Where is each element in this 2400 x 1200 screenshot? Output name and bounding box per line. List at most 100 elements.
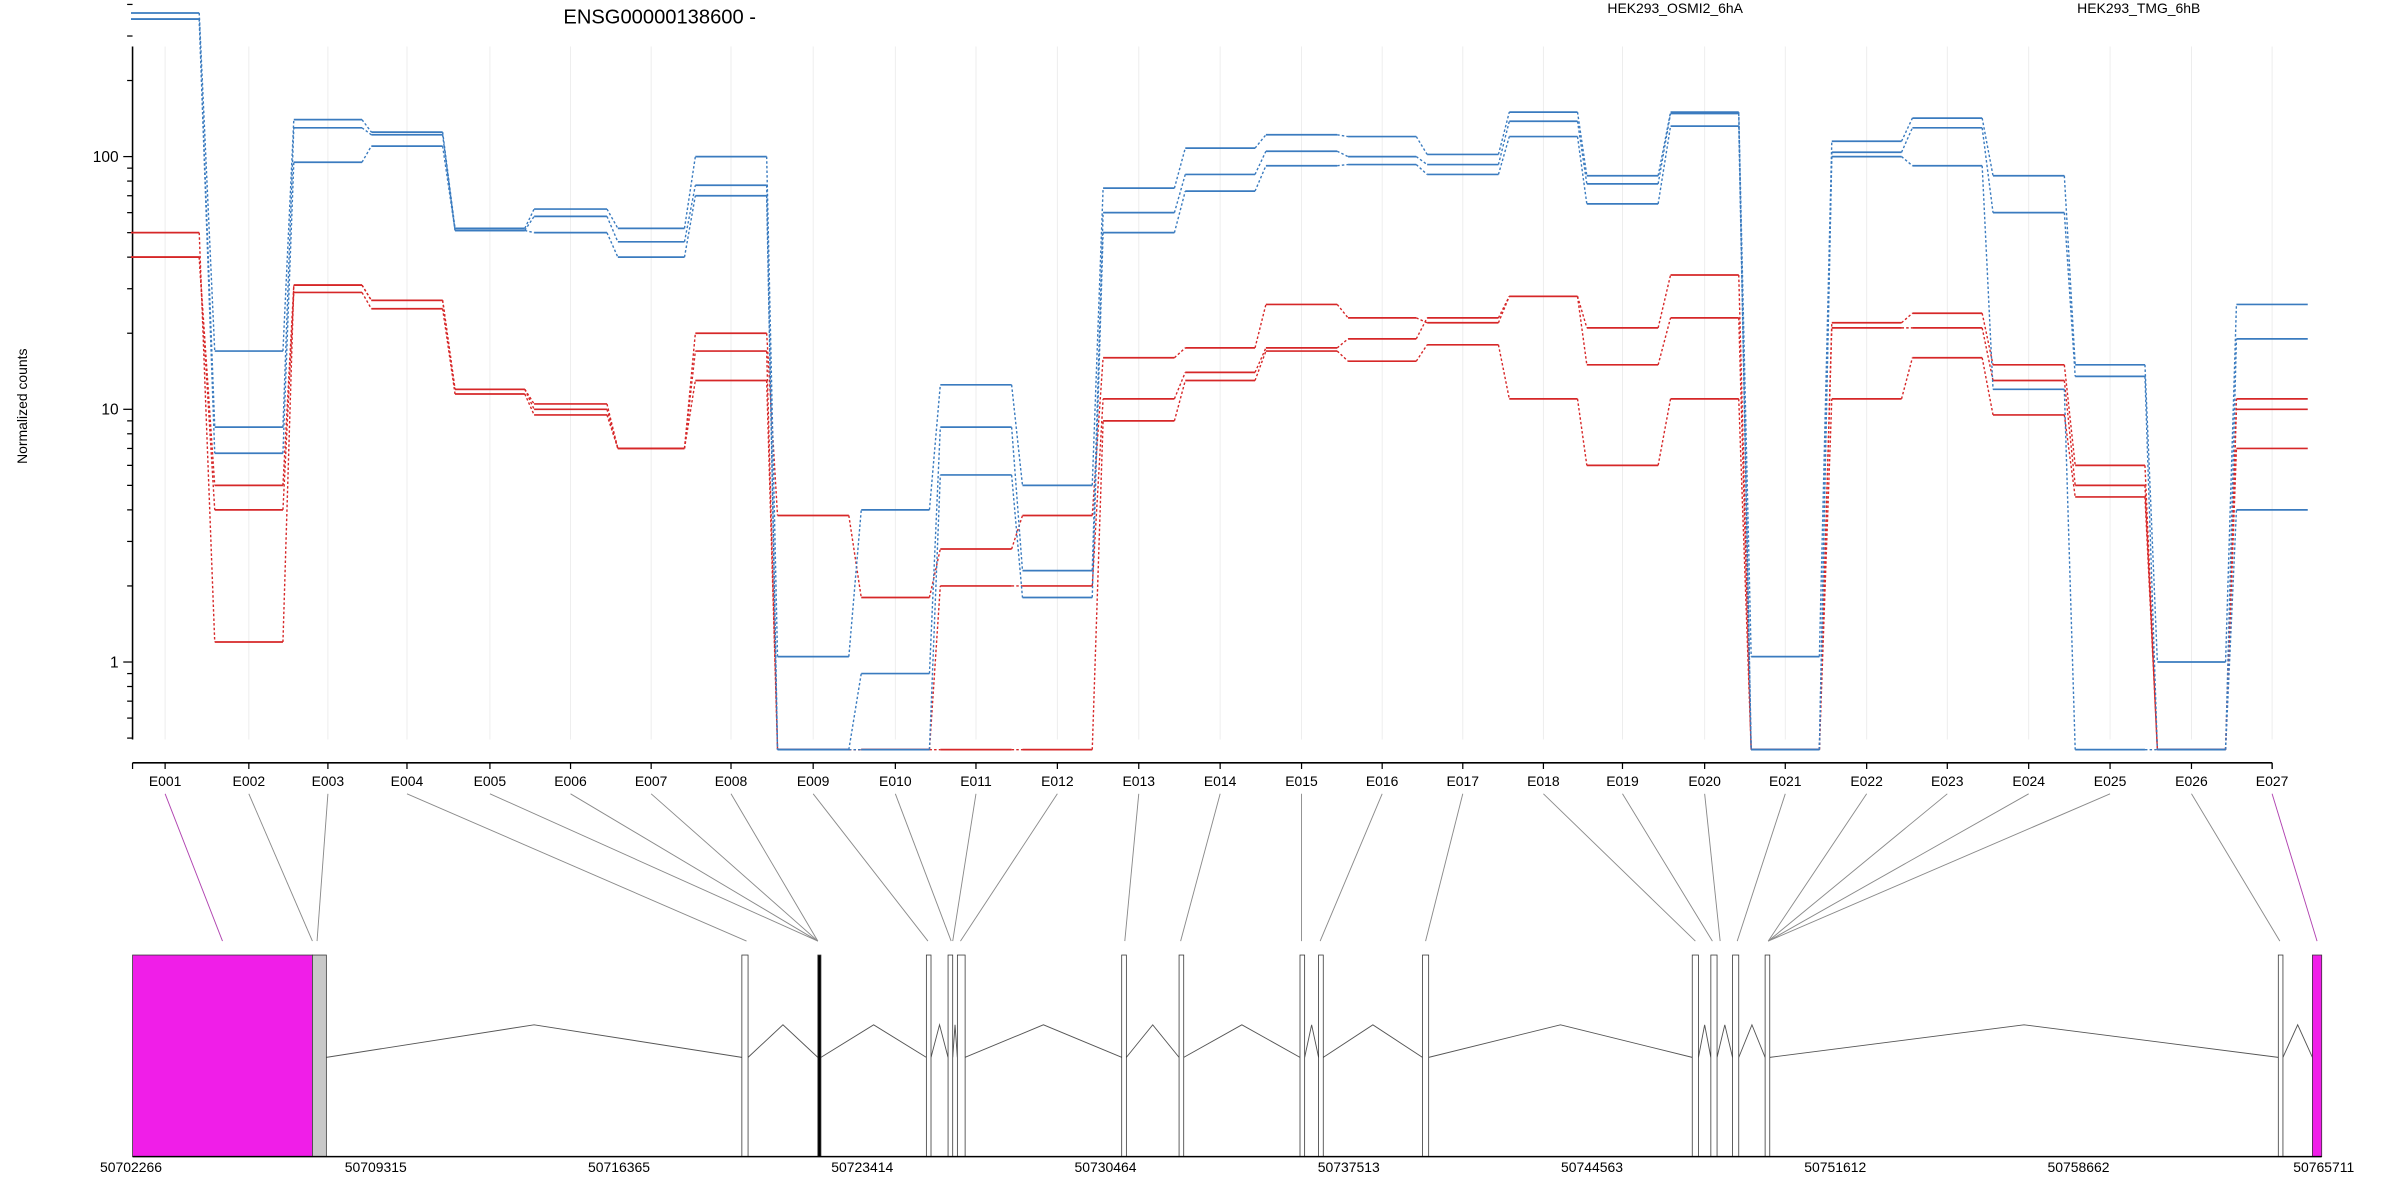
series-5-connector-23 — [1981, 127, 1994, 213]
series-2-connector-17 — [1497, 295, 1510, 319]
series-6-connector-23 — [1981, 165, 1994, 390]
series-3-connector-18 — [1576, 398, 1588, 466]
x-tick-label-E009: E009 — [797, 773, 830, 789]
series-5-connector-4 — [441, 134, 456, 231]
intron-7 — [964, 1024, 1122, 1058]
intron-6 — [952, 1024, 958, 1058]
x-tick-label-E022: E022 — [1850, 773, 1883, 789]
series-6-connector-21 — [1818, 156, 1833, 750]
connector-E005 — [489, 793, 819, 942]
connector-E023 — [1767, 793, 1948, 942]
series-1-connector-13 — [1173, 347, 1186, 359]
series-5 — [131, 18, 2308, 751]
series-5-connector-13 — [1173, 174, 1186, 213]
intron-12 — [1428, 1024, 1693, 1058]
gene-feature-18 — [2312, 954, 2323, 1157]
series-1-connector-24 — [2063, 364, 2076, 466]
coordinate-label-8: 50751612 — [1804, 1159, 1866, 1175]
series-3-connector-22 — [1900, 357, 1914, 400]
series-4-connector-17 — [1497, 111, 1510, 155]
gene-feature-16 — [1764, 954, 1771, 1157]
series-1-connector-5 — [524, 388, 535, 405]
series-5-connector-10 — [928, 427, 942, 674]
series-6-connector-7 — [683, 195, 697, 258]
series-4-connector-3 — [361, 119, 372, 133]
series-2-connector-4 — [441, 300, 456, 390]
chart-title: ENSG00000138600 - — [563, 6, 756, 28]
series-5-connector-25 — [2144, 376, 2159, 750]
series-6-connector-24 — [2063, 389, 2076, 750]
gene-feature-8 — [1121, 954, 1127, 1157]
coordinate-label-4: 50723414 — [831, 1159, 893, 1175]
series-2-connector-18 — [1576, 296, 1588, 365]
x-tick-label-E002: E002 — [233, 773, 266, 789]
series-4-connector-18 — [1576, 111, 1588, 176]
connector-E004 — [406, 793, 747, 942]
gene-feature-3 — [741, 954, 749, 1157]
x-tick-label-E008: E008 — [715, 773, 748, 789]
series-3-connector-23 — [1981, 357, 1994, 416]
series-2-connector-2 — [282, 285, 295, 486]
x-tick-label-E005: E005 — [474, 773, 507, 789]
exon-connectors — [164, 793, 2318, 942]
series-1-connector-10 — [928, 548, 941, 598]
series-4-connector-16 — [1415, 136, 1428, 155]
connector-E007 — [650, 793, 819, 942]
series-5-connector-14 — [1254, 150, 1267, 175]
series-1-connector-11 — [1010, 515, 1024, 550]
gene-model: 50702266 50709315 50716365 50723414 50730464… — [100, 954, 2355, 1175]
gene-feature-12 — [1422, 954, 1430, 1157]
series-5-connector-9 — [848, 673, 862, 750]
series-1-connector-1 — [198, 232, 216, 643]
y-tick-label-100: 100 — [93, 149, 119, 166]
x-tick-label-E004: E004 — [391, 773, 424, 789]
coordinate-label-10: 50765711 — [2293, 1159, 2354, 1175]
x-tick-label-E012: E012 — [1041, 773, 1074, 789]
intron-2 — [326, 1024, 742, 1058]
series-2-connector-19 — [1657, 317, 1672, 365]
connector-E019 — [1622, 793, 1713, 942]
connector-E002 — [248, 793, 313, 942]
series-4-connector-1 — [198, 12, 216, 352]
x-tick-label-E016: E016 — [1366, 773, 1399, 789]
intron-14 — [1716, 1024, 1734, 1058]
series-3-connector-7 — [683, 380, 697, 449]
series-5-connector-19 — [1657, 113, 1672, 184]
series-4-connector-7 — [683, 156, 697, 229]
series-6-connector-17 — [1497, 136, 1510, 175]
connector-E003 — [316, 793, 329, 942]
series-6-connector-22 — [1901, 156, 1913, 167]
series-1-connector-23 — [1981, 313, 1994, 365]
series-2-connector-15 — [1336, 338, 1349, 349]
x-tick-label-E018: E018 — [1527, 773, 1560, 789]
gene-feature-17 — [2277, 954, 2284, 1157]
gene-feature-10 — [1299, 954, 1306, 1157]
connector-E021 — [1736, 793, 1786, 942]
connector-E027 — [2271, 793, 2318, 942]
series-5-connector-8 — [765, 185, 779, 750]
series-1-connector-15 — [1336, 303, 1349, 319]
series-1-connector-25 — [2144, 465, 2159, 750]
connector-E020 — [1704, 793, 1721, 942]
x-tick-label-E014: E014 — [1204, 773, 1237, 789]
intron-10 — [1304, 1024, 1320, 1058]
series-5-connector-11 — [1010, 427, 1024, 571]
series-3-connector-13 — [1173, 380, 1186, 422]
series-4-connector-2 — [282, 119, 295, 352]
intron-4 — [820, 1024, 927, 1058]
axes: 1 10 100 E001 E002 E003 E004 E005 E006 E007 E008 E0… — [93, 3, 2289, 789]
connector-E018 — [1543, 793, 1696, 942]
gene-feature-13 — [1691, 954, 1699, 1157]
connector-E001 — [164, 793, 223, 942]
connector-E010 — [894, 793, 952, 942]
series-3-connector-17 — [1497, 344, 1510, 399]
series-3-connector-15 — [1336, 350, 1349, 362]
series-1-connector-14 — [1254, 304, 1267, 349]
series-3 — [131, 256, 2308, 751]
series-3-connector-12 — [1091, 420, 1104, 750]
series-2 — [131, 256, 2308, 751]
series-3-connector-5 — [524, 393, 535, 416]
gene-feature-7 — [956, 954, 966, 1157]
x-tick-label-E019: E019 — [1606, 773, 1639, 789]
